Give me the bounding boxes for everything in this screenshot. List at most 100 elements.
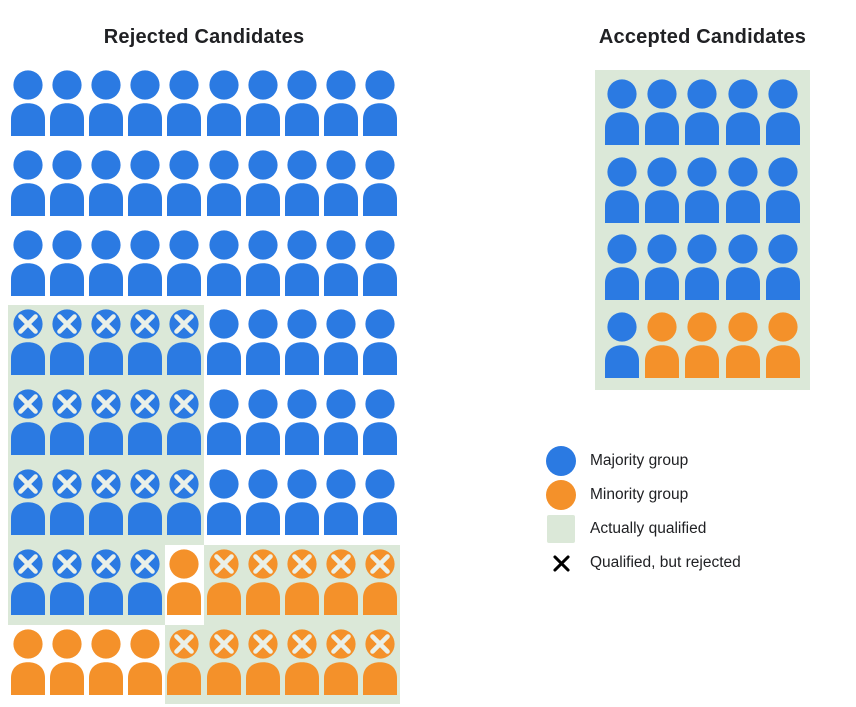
person-icon-minority-qualified-rejected xyxy=(243,544,283,625)
person-icon-majority xyxy=(282,66,321,146)
person-icon-majority-qualified xyxy=(642,230,683,308)
person-icon-minority-qualified-rejected xyxy=(243,624,283,705)
person-icon-majority xyxy=(8,66,47,146)
legend-item-qualified-but-rejected: Qualified, but rejected xyxy=(546,549,741,577)
person-icon-majority xyxy=(204,385,243,465)
person-icon-majority-qualified xyxy=(722,230,763,308)
person-icon-majority-qualified xyxy=(642,152,683,230)
legend-item-majority-group: Majority group xyxy=(546,446,741,476)
person-icon-minority-qualified-rejected xyxy=(203,544,244,625)
person-icon-majority xyxy=(361,305,400,385)
person-icon-majority-qualified-rejected xyxy=(125,544,165,625)
person-icon-majority xyxy=(126,146,165,226)
person-icon-minority-qualified-rejected xyxy=(164,624,204,705)
person-icon-minority xyxy=(126,625,165,705)
legend-label-qualified-but-rejected: Qualified, but rejected xyxy=(590,554,741,571)
person-icon-majority-qualified xyxy=(722,152,763,230)
person-icon-majority xyxy=(361,146,400,226)
accepted-panel-title: Accepted Candidates xyxy=(598,26,807,48)
person-icon-majority xyxy=(322,66,361,146)
person-icon-majority xyxy=(204,465,243,545)
person-icon-majority xyxy=(322,305,361,385)
person-icon-minority-qualified-rejected xyxy=(321,624,361,705)
person-icon-majority-qualified xyxy=(762,75,803,153)
person-icon-majority xyxy=(322,465,361,545)
person-icon-majority xyxy=(165,66,204,146)
rejected-panel-title: Rejected Candidates xyxy=(103,26,305,48)
person-icon-majority-qualified-rejected xyxy=(164,464,204,545)
person-icon-majority-qualified-rejected xyxy=(125,305,165,386)
person-icon-majority xyxy=(322,226,361,306)
person-icon-majority xyxy=(86,66,125,146)
accepted-qualified-region xyxy=(595,70,810,390)
person-icon-majority xyxy=(204,305,243,385)
person-icon-majority-qualified-rejected xyxy=(164,385,204,465)
person-icon-majority xyxy=(86,146,125,226)
person-icon-majority xyxy=(282,226,321,306)
person-icon-majority xyxy=(243,305,282,385)
person-icon-majority-qualified-rejected xyxy=(125,464,165,545)
person-icon-majority xyxy=(165,146,204,226)
person-icon-majority xyxy=(243,146,282,226)
accepted-candidates-grid xyxy=(602,75,803,385)
person-icon-majority-qualified xyxy=(762,230,803,308)
person-icon-majority xyxy=(322,146,361,226)
person-icon-minority xyxy=(8,625,47,705)
person-icon-minority-qualified xyxy=(722,307,763,385)
person-icon-majority-qualified-rejected xyxy=(86,305,126,386)
person-icon-majority xyxy=(204,146,243,226)
person-icon-minority-qualified-rejected xyxy=(203,624,244,705)
person-icon-majority-qualified xyxy=(602,75,643,153)
person-icon-majority-qualified xyxy=(602,230,643,308)
person-icon-majority xyxy=(361,385,400,465)
minority-group-circle-icon xyxy=(546,480,576,510)
person-icon-majority xyxy=(361,465,400,545)
rejected-candidates-grid xyxy=(8,66,400,705)
person-icon-majority-qualified-rejected xyxy=(86,544,126,625)
person-icon-minority-qualified-rejected xyxy=(360,544,400,625)
person-icon-minority-qualified-rejected xyxy=(360,624,400,705)
person-icon-minority-qualified-rejected xyxy=(321,544,361,625)
person-icon-majority-qualified xyxy=(722,75,763,153)
person-icon-majority xyxy=(243,66,282,146)
person-icon-majority-qualified-rejected xyxy=(47,305,87,386)
person-icon-minority xyxy=(165,545,204,625)
person-icon-majority-qualified-rejected xyxy=(47,464,87,545)
legend-label-actually-qualified: Actually qualified xyxy=(590,520,707,537)
person-icon-majority-qualified-rejected xyxy=(164,305,204,386)
person-icon-majority xyxy=(47,146,86,226)
person-icon-majority-qualified xyxy=(682,75,723,153)
person-icon-majority xyxy=(282,305,321,385)
person-icon-minority-qualified-rejected xyxy=(282,544,322,625)
person-icon-majority xyxy=(47,226,86,306)
person-icon-minority-qualified xyxy=(762,307,803,385)
person-icon-majority-qualified xyxy=(602,152,643,230)
person-icon-majority-qualified-rejected xyxy=(8,544,48,625)
person-icon-minority-qualified-rejected xyxy=(282,624,322,705)
person-icon-majority-qualified-rejected xyxy=(47,385,87,465)
legend-label-majority-group: Majority group xyxy=(590,452,689,469)
legend-item-minority-group: Minority group xyxy=(546,480,741,510)
qualified-square-icon xyxy=(546,514,576,544)
person-icon-minority xyxy=(47,625,86,705)
person-icon-majority xyxy=(126,66,165,146)
person-icon-majority xyxy=(165,226,204,306)
person-icon-majority xyxy=(8,146,47,226)
person-icon-majority-qualified-rejected xyxy=(47,544,87,625)
majority-group-circle-icon xyxy=(546,446,576,476)
x-mark-icon xyxy=(546,548,576,578)
person-icon-majority xyxy=(361,226,400,306)
person-icon-majority xyxy=(86,226,125,306)
person-icon-majority xyxy=(361,66,400,146)
person-icon-majority xyxy=(282,385,321,465)
person-icon-majority-qualified xyxy=(602,307,643,385)
person-icon-majority xyxy=(126,226,165,306)
person-icon-majority xyxy=(243,385,282,465)
person-icon-majority-qualified xyxy=(642,75,683,153)
person-icon-majority xyxy=(243,226,282,306)
person-icon-majority xyxy=(243,465,282,545)
legend-label-minority-group: Minority group xyxy=(590,486,689,503)
person-icon-minority xyxy=(86,625,125,705)
person-icon-majority-qualified xyxy=(682,230,723,308)
person-icon-majority-qualified xyxy=(682,152,723,230)
